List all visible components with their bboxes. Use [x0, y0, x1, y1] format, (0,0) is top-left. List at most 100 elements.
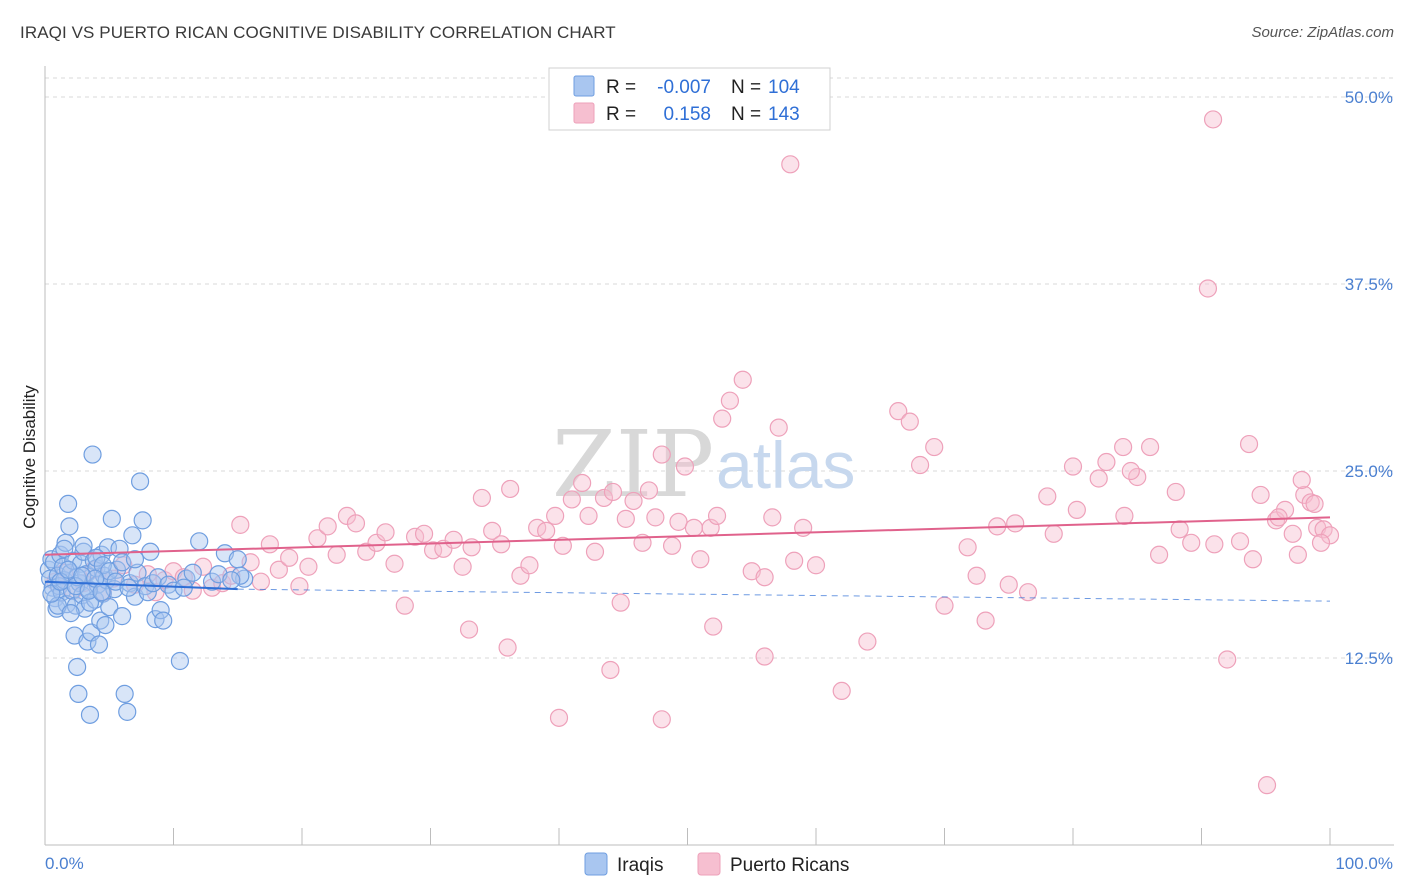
puerto-rican-point-127 — [1006, 514, 1025, 533]
puerto-rican-point-129 — [1063, 457, 1083, 476]
puerto-rican-point-24 — [280, 548, 299, 567]
iraqi-point-22 — [68, 657, 87, 677]
puerto-rican-point-140 — [1311, 533, 1331, 552]
puerto-rican-point-87 — [910, 455, 930, 475]
stats-r-value-puerto-ricans: 0.158 — [663, 104, 711, 125]
puerto-rican-point-138 — [1292, 470, 1311, 490]
iraqi-point-54 — [118, 702, 137, 721]
iraqi-point-76 — [228, 550, 247, 569]
puerto-rican-point-34 — [376, 523, 395, 542]
puerto-rican-point-19 — [231, 515, 250, 534]
puerto-rican-point-117 — [498, 638, 517, 657]
iraqi-point-68 — [154, 611, 173, 630]
iraqis-trend-line — [44, 580, 238, 591]
puerto-rican-point-68 — [669, 512, 688, 531]
puerto-rican-point-108 — [1266, 511, 1286, 530]
iraqi-point-90 — [119, 578, 138, 597]
puerto-rican-point-40 — [434, 539, 453, 558]
iraqi-point-91 — [125, 550, 145, 569]
puerto-rican-point-125 — [858, 632, 877, 651]
puerto-rican-point-93 — [1018, 583, 1038, 602]
puerto-rican-point-48 — [511, 566, 530, 585]
stats-n-value-puerto-ricans: 143 — [768, 104, 800, 125]
puerto-rican-point-89 — [958, 538, 977, 557]
stats-n-label-iraqis: N = — [731, 77, 761, 98]
stats-legend-swatch-puerto-ricans — [573, 102, 595, 124]
iraqi-point-59 — [130, 472, 150, 491]
puerto-rican-point-112 — [1295, 485, 1314, 505]
iraqi-point-64 — [143, 574, 163, 593]
iraqi-point-65 — [146, 610, 165, 629]
puerto-rican-point-122 — [704, 617, 723, 636]
y-tick-label-2: 37.5% — [1345, 275, 1393, 294]
stats-r-value-iraqis: -0.007 — [657, 77, 711, 98]
iraqi-point-16 — [60, 517, 79, 536]
iraqi-point-28 — [75, 599, 94, 618]
puerto-rican-point-82 — [785, 551, 804, 570]
series-legend: Iraqis Puerto Ricans — [584, 852, 849, 876]
axes — [44, 66, 1394, 846]
iraqi-point-80 — [55, 539, 74, 558]
iraqi-point-39 — [89, 635, 109, 654]
puerto-rican-point-66 — [652, 445, 671, 464]
puerto-rican-point-105 — [1239, 434, 1259, 454]
iraqi-point-34 — [83, 445, 102, 464]
legend-label-puerto-ricans: Puerto Ricans — [730, 855, 849, 876]
puerto-rican-point-36 — [395, 596, 414, 615]
puerto-rican-point-45 — [483, 521, 502, 540]
stats-n-value-iraqis: 104 — [768, 77, 800, 98]
watermark-zip-text: ZIP — [552, 411, 714, 518]
puerto-rican-point-94 — [1038, 487, 1057, 506]
puerto-rican-point-62 — [624, 491, 643, 511]
stats-n-label-puerto-ricans: N = — [731, 104, 761, 125]
puerto-rican-point-38 — [414, 524, 434, 543]
stats-legend-swatch-iraqis — [573, 75, 595, 97]
iraqi-point-81 — [61, 604, 80, 623]
iraqi-point-67 — [151, 601, 170, 620]
puerto-rican-point-90 — [976, 611, 995, 630]
iraqi-point-47 — [100, 598, 119, 617]
puerto-ricans-trend-line — [44, 516, 1331, 556]
iraqi-point-46 — [98, 538, 118, 557]
puerto-rican-point-55 — [573, 473, 592, 493]
puerto-rican-point-92 — [999, 575, 1018, 594]
iraqi-point-15 — [59, 494, 78, 514]
puerto-rican-point-23 — [269, 560, 288, 579]
iraqi-point-32 — [80, 705, 100, 724]
puerto-rican-point-106 — [1251, 485, 1270, 505]
puerto-rican-point-110 — [1283, 524, 1302, 543]
trend-lines — [44, 516, 1331, 602]
puerto-rican-point-133 — [1166, 482, 1185, 502]
puerto-rican-point-28 — [318, 517, 337, 536]
legend-swatch-puerto-ricans — [697, 852, 721, 876]
puerto-rican-point-103 — [1203, 110, 1223, 129]
puerto-rican-point-95 — [1067, 500, 1086, 519]
puerto-rican-point-136 — [1243, 550, 1263, 569]
puerto-rican-point-15 — [193, 557, 213, 576]
iraqi-point-83 — [74, 536, 93, 555]
iraqi-point-99 — [92, 583, 111, 602]
puerto-rican-point-126 — [935, 596, 954, 615]
iraqi-point-69 — [159, 575, 178, 594]
watermark-atlas-text: atlas — [716, 428, 855, 502]
puerto-rican-point-81 — [781, 155, 800, 174]
puerto-rican-point-131 — [1115, 506, 1134, 525]
iraqi-point-58 — [128, 563, 147, 582]
iraqi-point-71 — [170, 651, 190, 671]
puerto-rican-point-119 — [459, 620, 479, 639]
iraqi-point-53 — [115, 684, 134, 704]
puerto-rican-point-78 — [755, 568, 774, 587]
puerto-rican-point-42 — [453, 557, 472, 576]
puerto-rican-point-21 — [251, 572, 270, 591]
iraqi-point-44 — [96, 615, 115, 635]
watermark: ZIP atlas — [552, 411, 855, 518]
iraqi-point-73 — [190, 532, 209, 551]
stats-legend: R = -0.007 N = 104 R = 0.158 N = 143 — [548, 67, 831, 131]
puerto-rican-point-141 — [1121, 461, 1140, 481]
iraqi-point-60 — [133, 511, 152, 530]
puerto-rican-point-47 — [501, 479, 520, 499]
puerto-rican-point-44 — [472, 488, 491, 508]
puerto-rican-point-79 — [763, 508, 782, 527]
y-tick-labels: 12.5% 25.0% 37.5% 50.0% — [1345, 88, 1393, 668]
